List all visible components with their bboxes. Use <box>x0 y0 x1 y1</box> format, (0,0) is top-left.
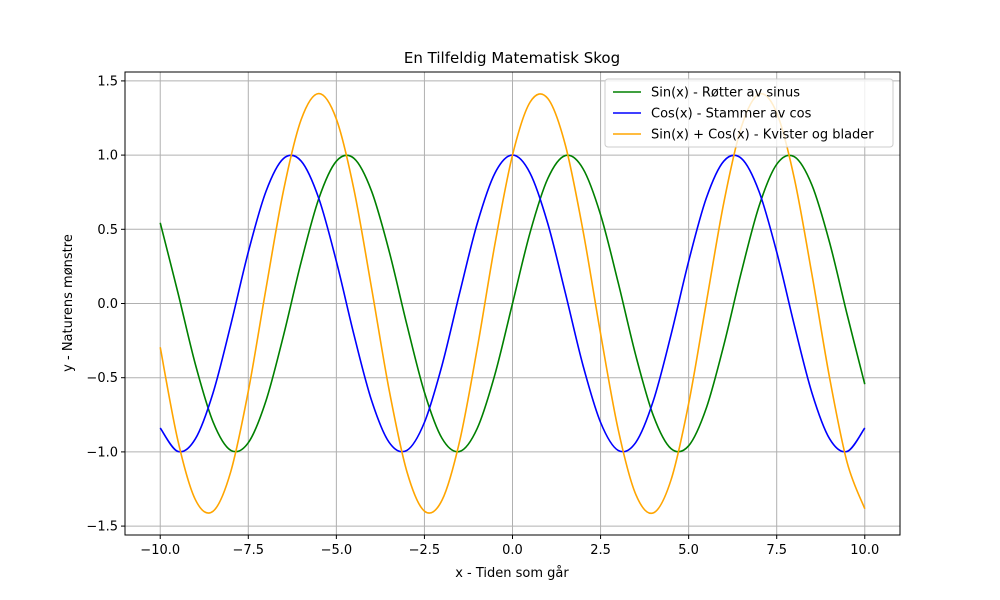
legend-box <box>604 78 894 148</box>
x-tick-label: −2.5 <box>409 543 441 558</box>
x-tick-label: −5.0 <box>321 543 353 558</box>
x-tick-label: 10.0 <box>850 543 879 558</box>
x-tick-label: 0.0 <box>502 543 523 558</box>
x-axis: −10.0 −7.5 −5.0 −2.5 0.0 2.5 5.0 7.5 10.0 <box>140 535 879 558</box>
chart-title: En Tilfeldig Matematisk Skog <box>404 49 620 67</box>
y-tick-label: 0.0 <box>97 297 118 312</box>
y-tick-label: 1.5 <box>97 74 118 89</box>
legend: Sin(x) - Røtter av sinus Cos(x) - Stammer… <box>604 78 894 148</box>
x-axis-label: x - Tiden som går <box>455 566 569 581</box>
x-tick-label: 2.5 <box>590 543 611 558</box>
series-line-1 <box>159 154 866 453</box>
legend-label: Sin(x) + Cos(x) - Kvister og blader <box>651 128 874 143</box>
x-tick-label: −10.0 <box>140 543 180 558</box>
y-axis: −1.5 −1.0 −0.5 0.0 0.5 1.0 1.5 <box>86 74 125 535</box>
legend-label: Cos(x) - Stammer av cos <box>651 107 812 122</box>
y-axis-label: y - Naturens mønstre <box>61 234 76 372</box>
legend-label: Sin(x) - Røtter av sinus <box>651 86 800 101</box>
y-tick-label: 0.5 <box>97 223 118 238</box>
y-tick-label: 1.0 <box>97 149 118 164</box>
x-tick-label: 5.0 <box>678 543 699 558</box>
y-tick-label: −1.0 <box>86 445 118 460</box>
y-tick-label: −1.5 <box>86 520 118 535</box>
y-tick-label: −0.5 <box>86 371 118 386</box>
x-tick-label: 7.5 <box>766 543 787 558</box>
x-tick-label: −7.5 <box>233 543 265 558</box>
